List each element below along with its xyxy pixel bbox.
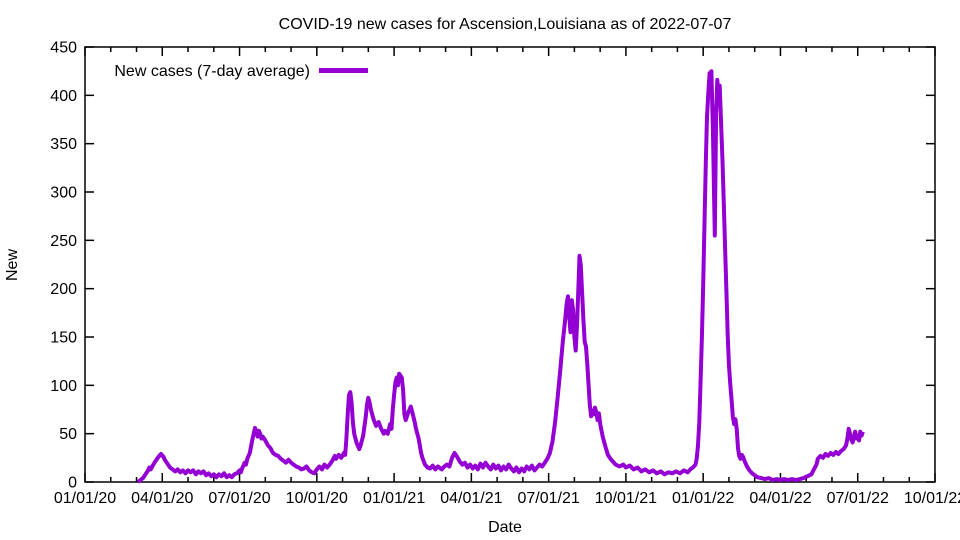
data-line-new-cases <box>136 69 865 484</box>
x-tick-label: 04/01/20 <box>131 490 193 507</box>
x-tick-label: 10/01/20 <box>286 490 348 507</box>
legend: New cases (7-day average) <box>114 63 368 80</box>
legend-label: New cases (7-day average) <box>114 63 310 80</box>
x-axis-label: Date <box>488 519 522 536</box>
x-tick-label: 04/01/21 <box>440 490 502 507</box>
plot-frame <box>84 46 936 483</box>
x-tick-label: 10/01/21 <box>595 490 657 507</box>
x-tick-label: 07/01/20 <box>208 490 270 507</box>
y-tick-label: 150 <box>50 330 77 347</box>
y-tick-label: 300 <box>50 185 77 202</box>
x-tick-label: 10/01/22 <box>904 490 960 507</box>
y-tick-label: 350 <box>50 136 77 153</box>
y-tick-label: 200 <box>50 281 77 298</box>
y-tick-label: 0 <box>68 475 77 492</box>
x-tick-label: 01/01/20 <box>54 490 116 507</box>
x-tick-label: 07/01/21 <box>517 490 579 507</box>
x-tick-label: 07/01/22 <box>827 490 889 507</box>
y-tick-label: 100 <box>50 378 77 395</box>
y-tick-label: 50 <box>59 426 77 443</box>
chart-title: COVID-19 new cases for Ascension,Louisia… <box>279 16 732 33</box>
y-axis-label: New <box>4 249 21 281</box>
y-tick-label: 400 <box>50 88 77 105</box>
plot-area: 01/01/20 04/01/20 07/01/20 10/01/20 01/01/21… <box>50 40 960 508</box>
y-tick-label: 250 <box>50 233 77 250</box>
y-tick-label: 450 <box>50 40 77 57</box>
x-tick-label: 01/01/21 <box>363 490 425 507</box>
x-tick-label: 01/01/22 <box>672 490 734 507</box>
x-tick-label: 04/01/22 <box>749 490 811 507</box>
